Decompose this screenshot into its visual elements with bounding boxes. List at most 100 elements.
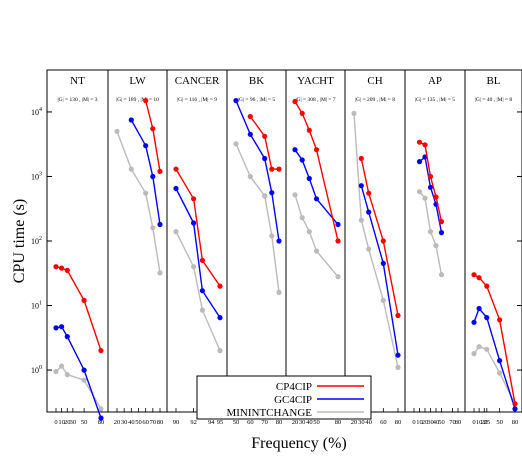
data-point xyxy=(128,117,134,123)
data-point xyxy=(484,346,490,352)
data-point xyxy=(306,175,312,182)
data-point xyxy=(351,110,357,116)
panel-subtitle: |G| = 189 , |M| = 10 xyxy=(116,97,159,103)
series-line xyxy=(175,188,221,318)
data-point xyxy=(114,128,120,134)
series-minintchange xyxy=(416,189,445,278)
data-point xyxy=(471,351,477,357)
x-tick-label: 80 xyxy=(157,419,164,426)
x-tick-label: 60 xyxy=(247,419,254,426)
x-tick-label: 10 xyxy=(476,419,483,426)
x-tick-label: 10 xyxy=(58,419,65,426)
data-point xyxy=(433,194,439,200)
data-point xyxy=(395,352,401,358)
data-point xyxy=(299,215,305,221)
data-point xyxy=(438,230,445,236)
data-point xyxy=(395,364,401,370)
data-point xyxy=(199,288,205,294)
series-gc4cip xyxy=(416,154,445,236)
x-tick-label: 25 xyxy=(484,419,491,426)
data-point xyxy=(64,372,70,378)
data-point xyxy=(422,195,428,201)
panel-subtitle: |G| = 308 , |M| = 7 xyxy=(295,97,335,103)
series-gc4cip xyxy=(358,183,401,358)
data-point xyxy=(59,324,65,330)
x-tick-label: 60 xyxy=(142,419,149,426)
data-point xyxy=(173,229,179,235)
panel-subtitle: |G| = 116 , |M| = 9 xyxy=(177,97,217,103)
data-point xyxy=(484,283,490,289)
data-point xyxy=(217,348,223,354)
data-point xyxy=(471,319,477,325)
series-gc4cip xyxy=(292,147,341,228)
data-point xyxy=(233,141,239,147)
data-point xyxy=(173,166,179,172)
data-point xyxy=(433,243,439,249)
data-point xyxy=(217,315,223,321)
series-cp4cip xyxy=(143,98,163,174)
x-tick-label: 90 xyxy=(173,419,180,426)
data-point xyxy=(59,363,65,369)
data-point xyxy=(269,190,275,196)
panel-title: AP xyxy=(428,75,442,87)
data-point xyxy=(395,312,401,319)
data-point xyxy=(306,229,312,235)
data-point xyxy=(98,348,104,354)
x-tick-label: 92 xyxy=(190,419,197,426)
series-gc4cip xyxy=(471,305,518,412)
x-tick-label: 0 xyxy=(54,419,57,426)
legend-label: MININTCHANGE xyxy=(226,407,312,419)
data-point xyxy=(191,220,197,226)
x-tick-label: 20 xyxy=(351,419,358,426)
series-gc4cip xyxy=(128,117,163,228)
data-point xyxy=(98,406,104,412)
x-tick-label: 40 xyxy=(306,419,313,426)
series-cp4cip xyxy=(247,113,282,172)
data-point xyxy=(247,113,253,120)
x-tick-label: 70 xyxy=(449,419,456,426)
data-point xyxy=(335,274,341,280)
data-point xyxy=(512,406,518,412)
data-point xyxy=(143,98,149,104)
data-point xyxy=(497,358,503,364)
data-point xyxy=(247,173,253,180)
x-tick-label: 80 xyxy=(335,419,342,426)
data-point xyxy=(128,166,134,172)
data-point xyxy=(276,238,282,244)
data-point xyxy=(416,159,423,165)
data-point xyxy=(366,190,372,196)
y-axis-ticks: 100 101 102 103 104 xyxy=(31,107,522,375)
x-tick-label: 30 xyxy=(358,419,365,426)
data-point xyxy=(64,267,70,273)
data-point xyxy=(292,147,298,153)
x-tick-label: 40 xyxy=(433,419,440,426)
x-tick-label: 80 xyxy=(512,419,519,426)
series-line xyxy=(175,168,221,287)
x-tick-label: 50 xyxy=(313,419,320,426)
series-line xyxy=(249,116,279,170)
data-point xyxy=(276,289,282,295)
panel-title: YACHT xyxy=(297,75,334,87)
x-tick-label: 20 xyxy=(114,419,121,426)
data-point xyxy=(299,110,305,116)
panel-subtitle: |G| = 209 , |M| = 8 xyxy=(355,97,395,103)
data-point xyxy=(471,272,477,278)
x-axis-label: Frequency (%) xyxy=(251,435,347,452)
data-point xyxy=(438,272,445,278)
panel-subtitle: |G| = 40 , |M| = 8 xyxy=(475,97,513,103)
x-tick-label: 80 xyxy=(395,419,402,426)
series-minintchange xyxy=(351,110,401,370)
y-tick-label: 102 xyxy=(31,236,42,246)
x-tick-label: 94 xyxy=(208,419,215,426)
series-layer xyxy=(53,98,518,421)
data-point xyxy=(427,184,434,190)
data-point xyxy=(81,367,87,373)
data-point xyxy=(150,126,156,132)
data-point xyxy=(366,246,372,252)
data-point xyxy=(380,238,386,244)
series-line xyxy=(360,158,399,316)
